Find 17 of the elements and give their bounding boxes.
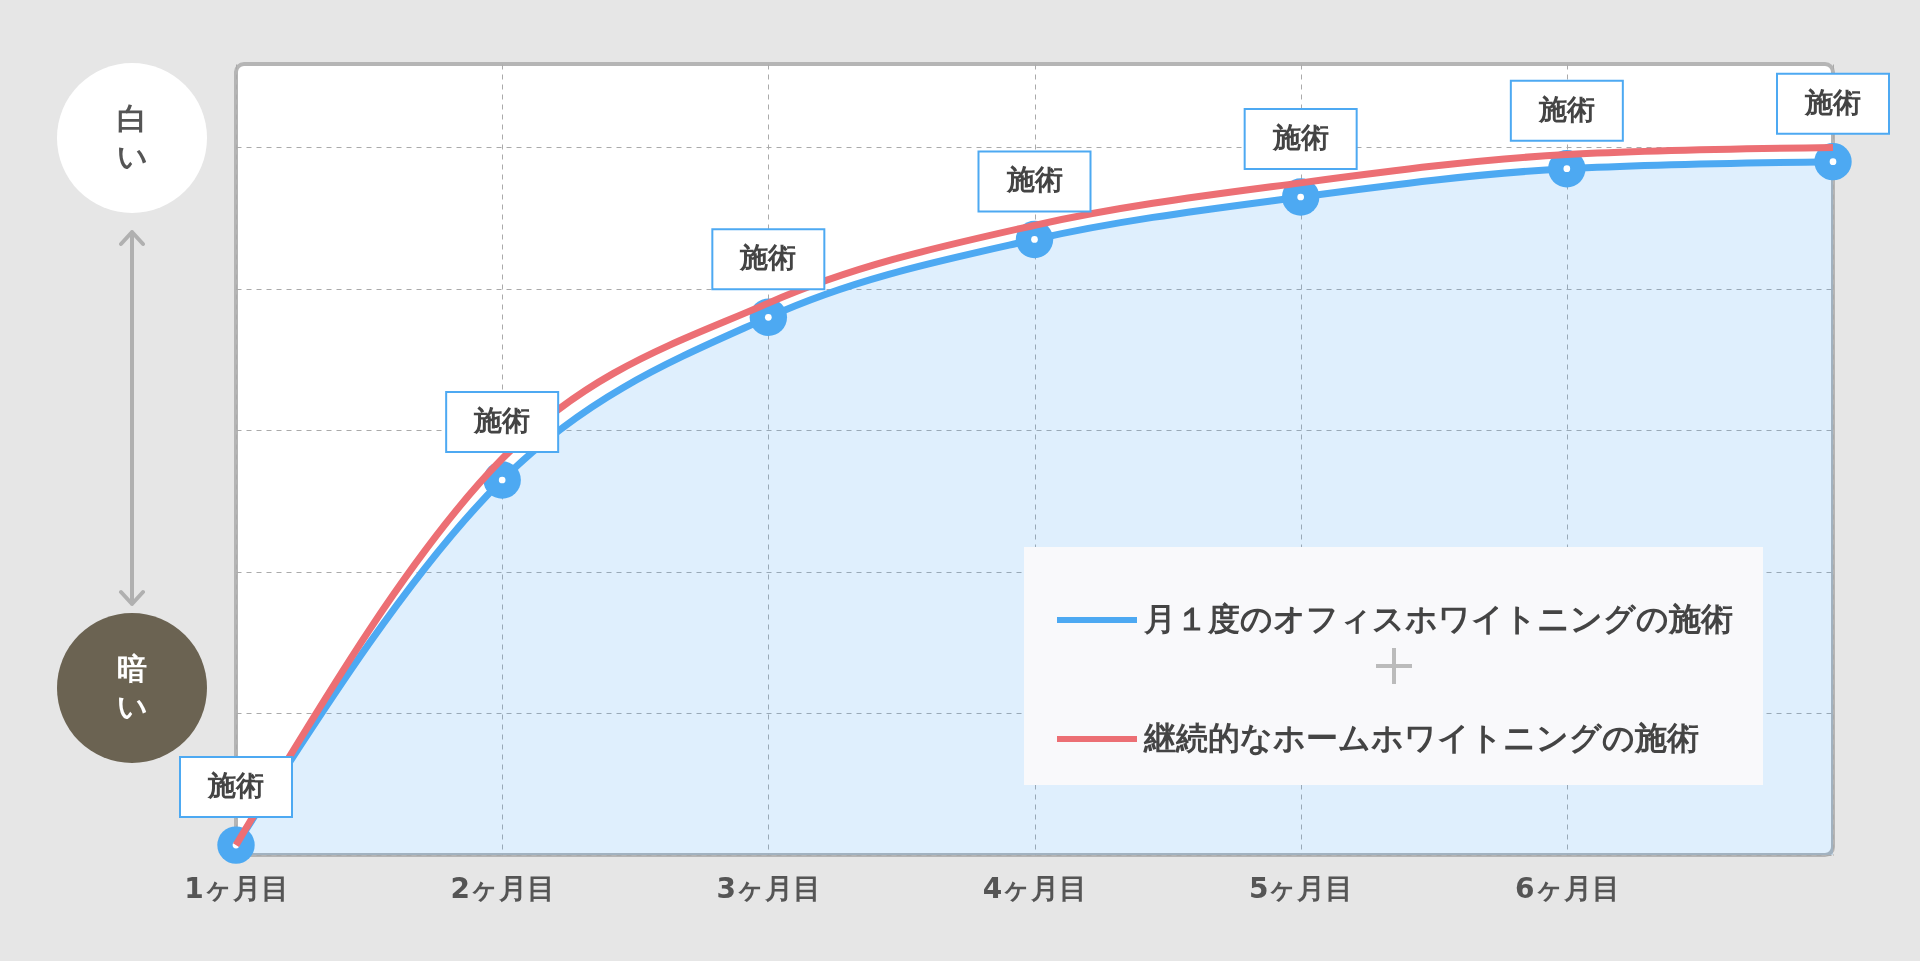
annotation: 施術 [1271,121,1329,155]
text: 暗い [115,650,149,726]
annotation: 施術 [1005,163,1063,197]
annotation: 施術 [739,241,797,275]
x-tick-label: 5ヶ月目 [1248,871,1354,905]
legend-label: 継続的なホームホワイトニングの施術 [1143,719,1699,757]
legend-label: 月１度のオフィスホワイトニングの施術 [1143,600,1733,638]
x-tick-label: 3ヶ月目 [716,871,822,905]
text: 白い [115,100,149,176]
annotation: 施術 [473,404,531,438]
annotation: 施術 [207,769,264,803]
x-tick-label: 2ヶ月目 [450,871,555,905]
annotation: 施術 [1804,85,1861,119]
x-tick-label: 4ヶ月目 [982,871,1088,905]
x-tick-label: 1ヶ月目 [184,871,289,905]
annotation: 施術 [1537,92,1595,126]
x-tick-label: 6ヶ月目 [1515,871,1620,905]
